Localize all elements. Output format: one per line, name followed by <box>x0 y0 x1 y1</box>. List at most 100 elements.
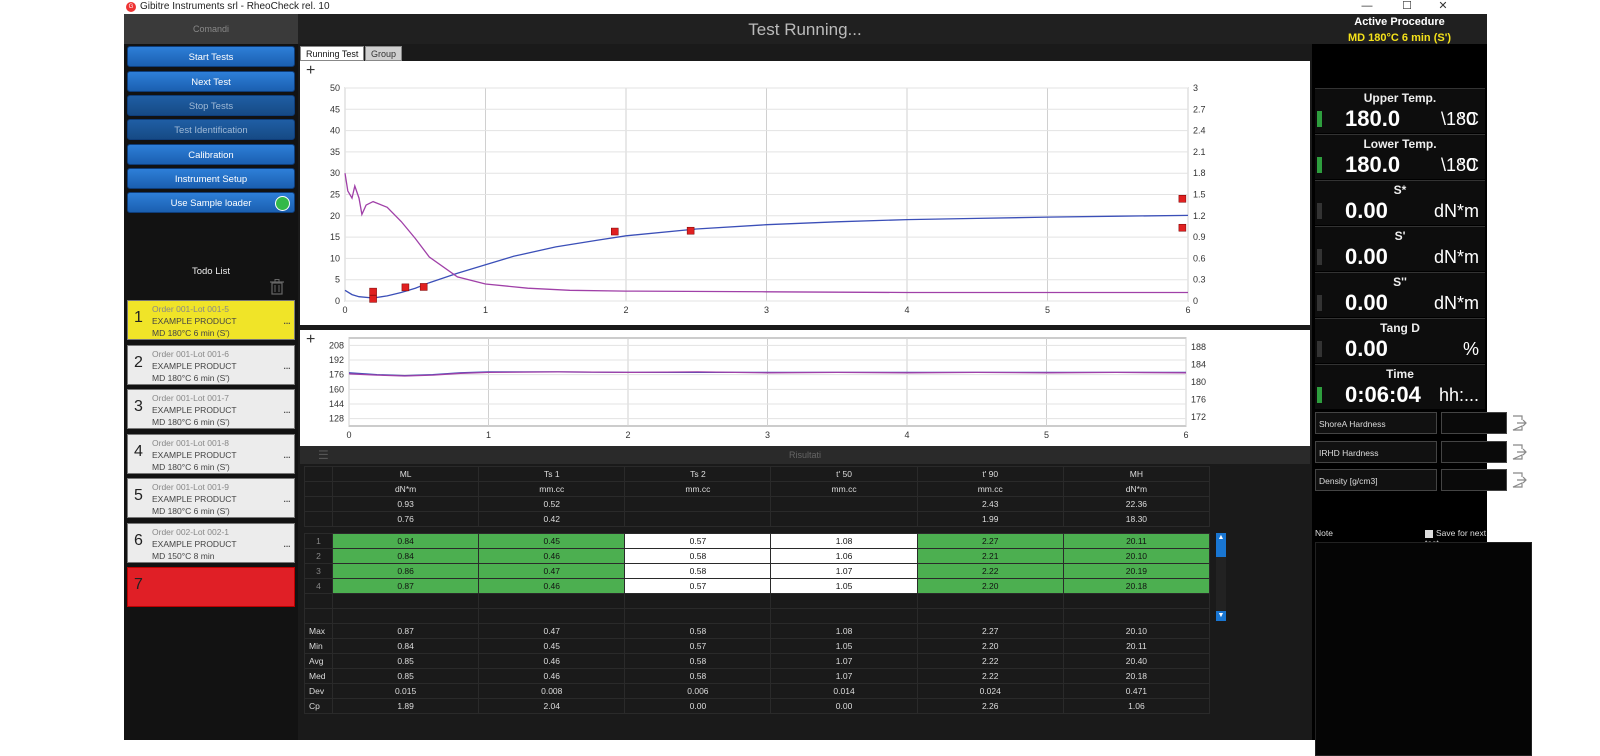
more-options-icon[interactable]: ... <box>282 313 291 327</box>
result-cell: 1.08 <box>770 533 918 549</box>
todo-item-number: 5 <box>134 487 143 504</box>
stat-cell: 0.00 <box>624 698 772 714</box>
empty-cell <box>303 608 334 624</box>
metric-value: 0.00 <box>1345 244 1388 269</box>
empty-cell <box>624 608 772 624</box>
column-header[interactable]: ML <box>332 466 480 482</box>
scroll-down-icon[interactable]: ▼ <box>1216 611 1226 621</box>
hardness-input[interactable] <box>1441 440 1507 463</box>
y-left-tick-label: 10 <box>330 253 340 263</box>
more-options-icon[interactable]: ... <box>282 357 291 372</box>
empty-row <box>303 593 1211 609</box>
corner-cell <box>303 481 334 497</box>
menu-icon[interactable]: ☰ <box>318 448 329 462</box>
todo-item[interactable]: 7 <box>127 567 295 607</box>
hardness-input[interactable] <box>1441 412 1507 434</box>
more-options-icon[interactable]: ... <box>282 491 291 505</box>
todo-item[interactable]: 5 Order 001-Lot 001-9 EXAMPLE PRODUCT MD 18… <box>127 478 295 518</box>
stat-cell: 0.006 <box>624 683 772 699</box>
tab-group[interactable]: Group <box>365 46 403 61</box>
status-indicator <box>1317 295 1322 311</box>
result-cell: 2.21 <box>916 548 1064 564</box>
table-row[interactable]: 2 0.84 0.46 0.58 1.06 2.21 20.10 <box>303 548 1211 564</box>
column-header[interactable]: Ts 2 <box>624 466 772 482</box>
maximize-button[interactable]: ☐ <box>1402 0 1412 12</box>
limit-cell <box>624 496 772 512</box>
limit-cell: 1.99 <box>916 511 1064 527</box>
plus-icon[interactable]: + <box>306 331 316 348</box>
metric-setpoint: \180 <box>1441 155 1477 175</box>
hardness-row: ShoreA Hardness <box>1315 412 1527 436</box>
metric-panel: Tang D 0.00% <box>1315 318 1485 363</box>
test-identification-button[interactable]: Test Identification <box>127 119 295 140</box>
scroll-thumb[interactable] <box>1216 543 1226 557</box>
x-tick-label: 6 <box>1185 305 1190 315</box>
column-header[interactable]: t' 90 <box>916 466 1064 482</box>
empty-cell <box>624 593 772 609</box>
y-right-tick-label: 1.8 <box>1193 168 1206 178</box>
start-tests-button[interactable]: Start Tests <box>127 46 295 67</box>
note-textarea[interactable] <box>1315 542 1532 756</box>
y-left-tick-label: 50 <box>330 83 340 93</box>
metric-value: 0.00 <box>1345 290 1388 315</box>
todo-item[interactable]: 2 Order 001-Lot 001-6 EXAMPLE PRODUCT MD 18… <box>127 344 295 385</box>
todo-item-product: EXAMPLE PRODUCT <box>152 360 237 371</box>
active-procedure-label: Active Procedure <box>1354 16 1445 28</box>
trash-icon[interactable] <box>270 279 284 295</box>
column-header[interactable]: Ts 1 <box>478 466 626 482</box>
todo-item[interactable]: 3 Order 001-Lot 001-7 EXAMPLE PRODUCT MD 18… <box>127 389 295 429</box>
plus-icon[interactable]: + <box>306 62 316 79</box>
minimize-button[interactable]: — <box>1361 0 1373 12</box>
use-sample-loader-button[interactable]: Use Sample loader <box>127 192 295 213</box>
stop-tests-button[interactable]: Stop Tests <box>127 95 295 116</box>
todo-item-order: Order 002-Lot 002-1 <box>152 526 230 537</box>
unit-cell: dN*m <box>1062 481 1211 497</box>
metric-unit: dN*m <box>1433 293 1479 313</box>
hardness-label: Density [g/cm3] <box>1315 469 1437 491</box>
x-tick-label: 5 <box>1044 430 1049 440</box>
calibration-button[interactable]: Calibration <box>127 144 295 165</box>
export-icon[interactable] <box>1511 443 1527 460</box>
stat-cell: 0.58 <box>624 623 772 639</box>
stat-label: Min <box>303 638 334 654</box>
result-cell: 2.20 <box>916 578 1064 594</box>
todo-item-product: EXAMPLE PRODUCT <box>152 538 237 549</box>
scroll-up-icon[interactable]: ▲ <box>1216 533 1226 543</box>
next-test-button[interactable]: Next Test <box>127 71 295 92</box>
column-header[interactable]: t' 50 <box>770 466 918 482</box>
instrument-setup-button[interactable]: Instrument Setup <box>127 168 295 189</box>
table-row[interactable]: 3 0.86 0.47 0.58 1.07 2.22 20.19 <box>303 563 1211 579</box>
export-icon[interactable] <box>1511 415 1527 431</box>
todo-item[interactable]: 4 Order 001-Lot 001-8 EXAMPLE PRODUCT MD 18… <box>127 433 295 474</box>
column-header[interactable]: MH <box>1062 466 1211 482</box>
stats-row: Min 0.84 0.45 0.57 1.05 2.20 20.11 <box>303 638 1211 654</box>
tab-running-test[interactable]: Running Test <box>300 46 365 61</box>
result-cell: 0.57 <box>624 533 772 549</box>
more-options-icon[interactable]: ... <box>282 402 291 416</box>
table-row[interactable]: 4 0.87 0.46 0.57 1.05 2.20 20.18 <box>303 578 1211 594</box>
hardness-input[interactable] <box>1441 469 1507 491</box>
metric-unit: hh:... <box>1438 385 1479 405</box>
results-scrollbar[interactable]: ▲ ▼ <box>1216 533 1226 621</box>
stat-cell: 0.014 <box>770 683 918 699</box>
app-window: Comandi Test Running... Active Procedure… <box>124 14 1532 756</box>
todo-item[interactable]: 1 Order 001-Lot 001-5 EXAMPLE PRODUCT MD 18… <box>127 300 295 340</box>
result-cell: 0.45 <box>478 533 626 549</box>
x-tick-label: 0 <box>346 430 351 440</box>
todo-item[interactable]: 6 Order 002-Lot 002-1 EXAMPLE PRODUCT MD 15… <box>127 522 295 563</box>
x-tick-label: 4 <box>904 430 909 440</box>
todo-item-procedure: MD 180°C 6 min (S') <box>152 417 230 427</box>
limit-cell <box>770 496 918 512</box>
table-row[interactable]: 1 0.84 0.45 0.57 1.08 2.27 20.11 <box>303 533 1211 549</box>
stat-cell: 20.40 <box>1062 653 1211 669</box>
metric-label: S* <box>1393 183 1407 197</box>
limit-cell: 0.76 <box>332 511 480 527</box>
empty-cell <box>303 593 334 609</box>
active-procedure: Active Procedure MD 180°C 6 min (S') <box>1312 14 1487 44</box>
more-options-icon[interactable]: ... <box>282 535 291 550</box>
export-icon[interactable] <box>1511 472 1527 488</box>
metric-value: 0:06:04 <box>1345 382 1421 407</box>
more-options-icon[interactable]: ... <box>282 446 291 461</box>
checkbox-icon[interactable] <box>1425 529 1433 538</box>
close-button[interactable]: ✕ <box>1438 0 1448 12</box>
